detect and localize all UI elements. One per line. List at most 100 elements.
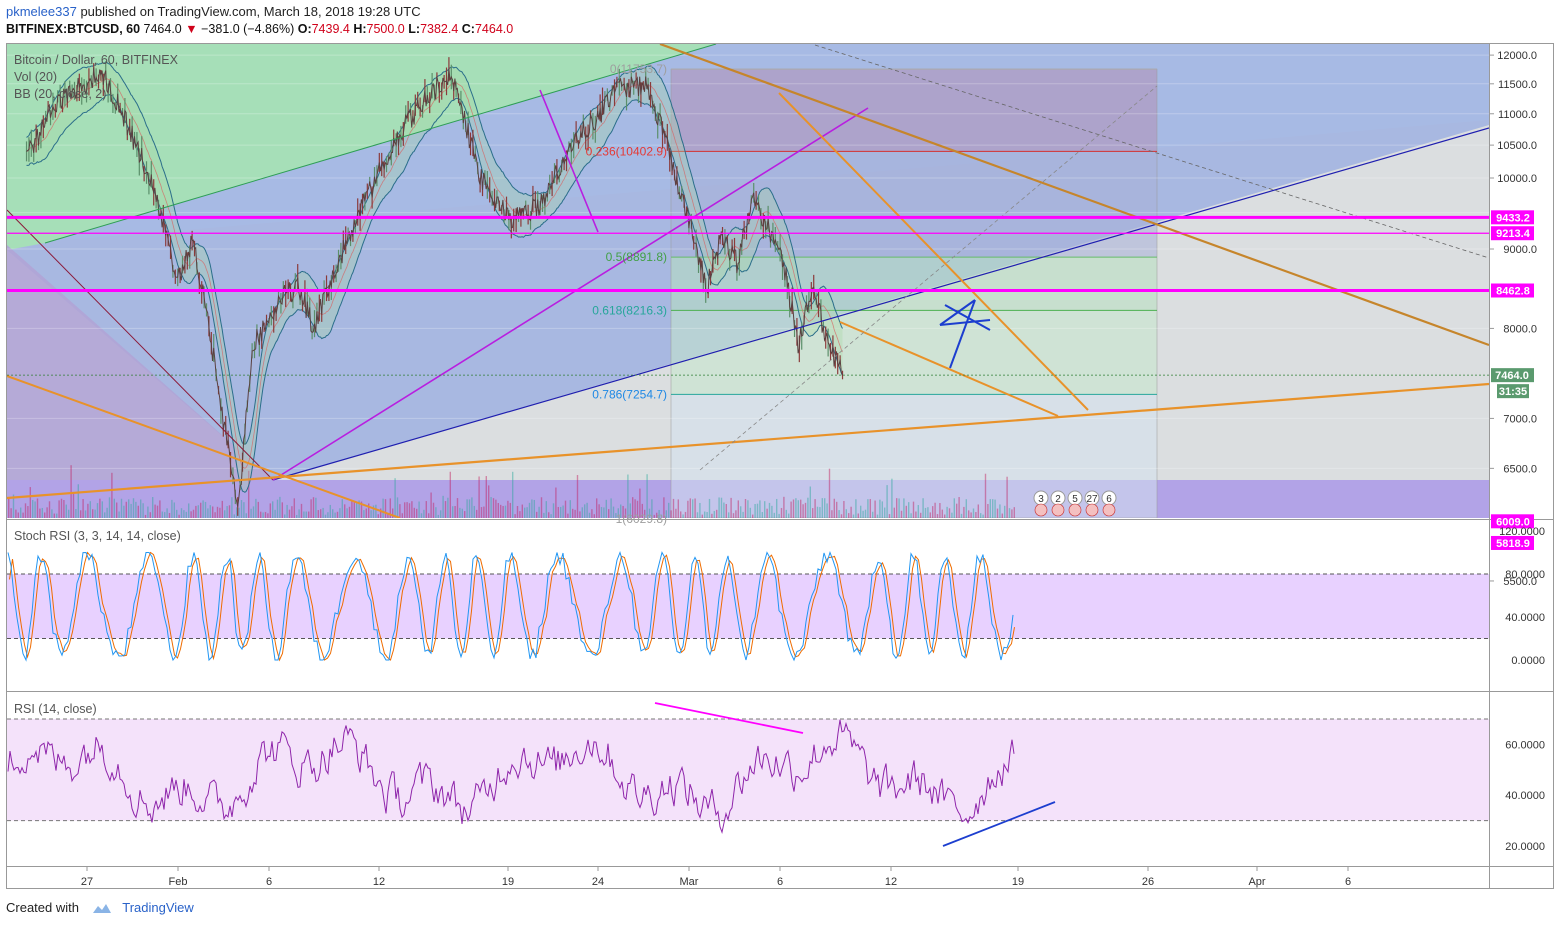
fib-zone-1 [671,151,1157,258]
volume-bar [243,502,245,518]
volume-bar [132,498,135,518]
event-badge-label: 27 [1086,494,1098,505]
volume-bar [344,504,346,518]
legend-volume[interactable]: Vol (20) [14,70,58,84]
volume-bar [576,475,579,518]
volume-bar [392,508,394,518]
volume-bar [120,498,123,518]
volume-bar [999,504,1001,518]
volume-bar [149,512,151,518]
volume-bar [756,503,759,518]
bollinger-lower [26,94,843,493]
volume-bar [730,497,732,518]
volume-bar [480,507,483,518]
rsi-tick-label: 40.0000 [1505,790,1545,802]
level-axis-label-bg [1491,226,1534,241]
volume-bar [648,508,651,518]
volume-bar [164,512,166,518]
legend-stoch-rsi[interactable]: Stoch RSI (3, 3, 14, 14, close) [14,529,181,543]
volume-bar [569,500,571,518]
volume-bar [975,512,977,518]
legend-rsi[interactable]: RSI (14, close) [14,702,97,716]
volume-bar [771,505,773,518]
price-pane[interactable] [7,44,1489,581]
volume-bar [370,510,372,518]
volume-bar [375,504,377,518]
volume-bar [660,514,663,518]
volume-bar [276,499,279,518]
volume-bar [310,499,312,518]
volume-bar [636,500,639,518]
volume-bar [908,502,910,518]
volume-bar [20,507,22,518]
price-pane-labels: 0(11753.7) 0.236(10402.9) 0.5(8891.8) 0.618… [586,62,1117,526]
volume-bar [137,505,139,518]
x-pattern-2 [939,319,991,326]
volume-bar [142,503,144,518]
volume-bar [620,504,622,518]
volume-bar [699,502,701,518]
volume-bar [228,505,231,518]
purple-zone [7,245,273,480]
volume-bar [315,497,317,518]
volume-bar [788,513,790,518]
volume-bar [622,505,624,518]
volume-bar [795,498,797,518]
volume-bar [936,514,939,518]
volume-bar [984,473,987,518]
volume-bar [768,502,771,518]
volume-bar [416,508,418,518]
volume-bar [852,514,855,518]
high-value: 7500.0 [366,22,405,36]
volume-bar [934,502,936,518]
volume-bar [536,511,538,518]
price-tick-label: 5500.0 [1503,576,1537,588]
legend-symbol[interactable]: Bitcoin / Dollar, 60, BITFINEX [14,53,178,67]
created-with-text: Created with [6,900,79,915]
volume-bar [464,511,466,518]
volume-bar [704,511,706,518]
bollinger-fill [26,62,843,493]
volume-bar [1004,505,1006,518]
volume-bar [759,500,761,518]
volume-bar [420,513,423,518]
volume-bar [365,508,367,518]
volume-bar [176,509,178,518]
event-flag-icon [1085,503,1099,517]
volume-bar [116,502,118,518]
stoch-tick-label: 120.0000 [1499,526,1545,538]
volume-bar [322,507,324,518]
volume-bar [99,498,101,518]
volume-bar [12,494,15,518]
volume-bar [188,503,190,518]
volume-bar [72,492,75,518]
volume-bar [65,504,67,518]
volume-bar [792,499,795,518]
legend-bollinger[interactable]: BB (20, close, 2) [14,87,107,101]
volume-bar [761,512,763,518]
volume-bar [612,506,615,518]
volume-bar [581,507,583,518]
volume-bar [960,513,963,518]
rsi-tick-label: 20.0000 [1505,841,1545,853]
volume-bar [135,501,137,518]
stoch-rsi-pane[interactable] [7,550,1489,662]
author-link[interactable]: pkmelee337 [6,4,77,19]
volume-bar [996,508,999,518]
volume-bar [538,506,540,518]
tradingview-link[interactable]: TradingView [122,900,194,915]
volume-bar [953,498,955,518]
volume-bar [543,512,545,518]
volume-bar [579,511,581,518]
volume-bar [96,503,99,518]
event-badge-label: 3 [1038,494,1044,505]
volume-bar [819,507,821,518]
volume-bar [838,510,840,518]
volume-bar [932,506,934,518]
time-tick-label: 19 [502,876,514,888]
volume-bar [94,509,96,518]
stoch-d-line [9,551,1015,662]
volume-bar [502,505,504,518]
rsi-pane[interactable] [7,702,1489,847]
